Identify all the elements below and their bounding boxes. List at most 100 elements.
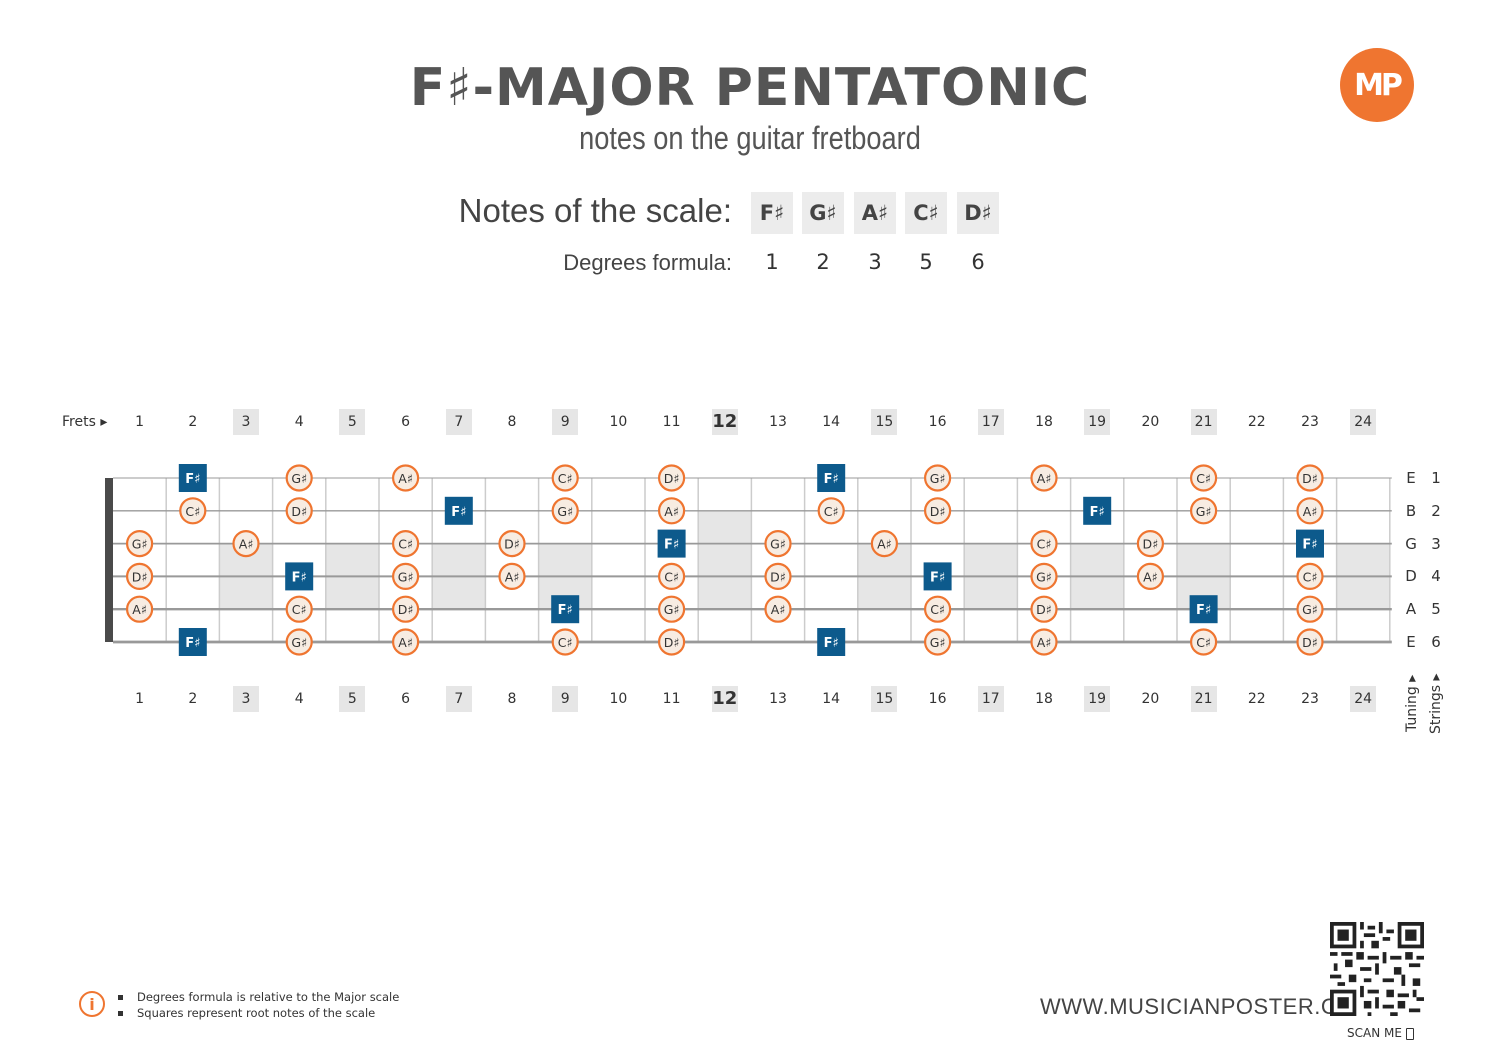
scan-text: SCAN ME (1347, 1026, 1402, 1040)
fret-number: 7 (445, 686, 472, 712)
scale-note-circle (1030, 562, 1058, 591)
fret-number: 5 (339, 409, 366, 435)
note-label: D♯ (930, 504, 946, 519)
website-link[interactable]: WWW.MUSICIANPOSTER.COM (1040, 994, 1374, 1019)
scale-note-circle (764, 529, 792, 558)
note-label: A♯ (505, 569, 520, 584)
legend-item: Squares represent root notes of the scal… (118, 1006, 375, 1020)
scale-note: A♯ (854, 192, 896, 234)
fret-number: 19 (1084, 686, 1111, 712)
fret-number: 4 (294, 691, 304, 707)
note-label: D♯ (1302, 471, 1318, 486)
fret-number: 3 (233, 686, 259, 712)
root-note (1189, 595, 1218, 624)
note-label: G♯ (557, 504, 573, 519)
page-subtitle: notes on the guitar fretboard (579, 120, 921, 156)
phone-icon (1405, 1027, 1414, 1040)
root-note (817, 464, 846, 492)
scale-note-circle (1030, 595, 1058, 623)
fret-number: 23 (1301, 414, 1319, 430)
fret-number: 2 (188, 691, 198, 707)
fret-number: 18 (1035, 414, 1053, 430)
scale-note-circle (923, 464, 952, 492)
scale-note-circle (923, 497, 952, 525)
fret-number: 1 (135, 414, 145, 430)
scale-note: C♯ (905, 192, 947, 234)
scale-note-circle (179, 497, 207, 525)
scale-note-circle (126, 595, 154, 623)
scale-note-circle (285, 464, 313, 492)
scale-note-circle (1030, 529, 1058, 558)
degree-value: 3 (868, 250, 882, 274)
scale-note-circle (1296, 628, 1324, 656)
strings-label: Strings ▸ (1428, 673, 1444, 734)
fret-number: 7 (445, 409, 472, 435)
fret-number: 13 (769, 691, 787, 707)
string-name: G (1405, 534, 1417, 553)
note-label: C♯ (398, 537, 413, 552)
note-label: C♯ (824, 504, 839, 519)
note-label: G♯ (664, 602, 680, 617)
info-icon: i (79, 991, 105, 1017)
qr-code-icon[interactable] (1330, 922, 1424, 1016)
note-label: A♯ (877, 537, 892, 552)
fret-number: 12 (711, 686, 738, 712)
note-label: F♯ (185, 472, 200, 487)
scale-note-circle (657, 628, 686, 656)
note-label: G♯ (930, 635, 946, 650)
scale-note-circle (657, 595, 686, 623)
note-label: D♯ (770, 569, 786, 584)
fret-number: 21 (1190, 686, 1217, 712)
scale-note-circle (126, 529, 154, 558)
note-label: A♯ (398, 471, 413, 486)
scale-note-circle (551, 628, 579, 656)
note-label: D♯ (664, 635, 680, 650)
fret-number: 13 (769, 414, 787, 430)
note-label: D♯ (1036, 602, 1052, 617)
fret-number: 12 (711, 409, 738, 435)
note-label: A♯ (239, 537, 254, 552)
tuning-label: Tuning ▸ (1404, 674, 1420, 732)
fret-number: 11 (662, 691, 681, 707)
scale-note-circle (498, 529, 526, 558)
note-label: A♯ (771, 602, 786, 617)
scale-note: D♯ (957, 192, 999, 234)
root-note (1296, 529, 1324, 558)
note-label: G♯ (770, 537, 786, 552)
note-label: G♯ (930, 471, 946, 486)
frets-label: Frets ▸ (62, 414, 108, 430)
nut (105, 478, 113, 642)
fret-number: 15 (871, 686, 898, 712)
note-label: A♯ (132, 602, 147, 617)
note-label: F♯ (1302, 538, 1317, 553)
note-label: C♯ (1196, 471, 1211, 486)
string-name: D (1405, 567, 1417, 586)
notes-label: Notes of the scale: (458, 192, 732, 229)
legend-text: Degrees formula is relative to the Major… (137, 990, 400, 1004)
string-number: 4 (1431, 567, 1441, 586)
fret-number: 14 (822, 414, 841, 430)
note-label: C♯ (558, 471, 573, 486)
fret-number: 3 (233, 409, 259, 435)
scale-note-circle (870, 529, 899, 558)
fret-number: 6 (401, 691, 411, 707)
scale-note-circle (1136, 529, 1165, 558)
fret-number: 24 (1350, 409, 1377, 435)
note-label: F♯ (558, 603, 573, 618)
note-label: G♯ (1302, 602, 1318, 617)
fret-number: 19 (1084, 409, 1111, 435)
string-name: E (1406, 469, 1416, 487)
fret-number: 10 (609, 414, 628, 430)
note-label: C♯ (558, 635, 573, 650)
fret-number: 14 (822, 691, 841, 707)
fret-number: 6 (401, 414, 411, 430)
scale-note-circle (923, 595, 952, 623)
note-label: A♯ (1037, 635, 1052, 650)
note-label: D♯ (1143, 537, 1159, 552)
root-note (444, 496, 473, 525)
root-note (178, 628, 207, 656)
note-label: D♯ (504, 537, 520, 552)
fret-number: 5 (339, 686, 366, 712)
degree-value: 5 (919, 250, 933, 274)
note-label: F♯ (451, 505, 466, 520)
